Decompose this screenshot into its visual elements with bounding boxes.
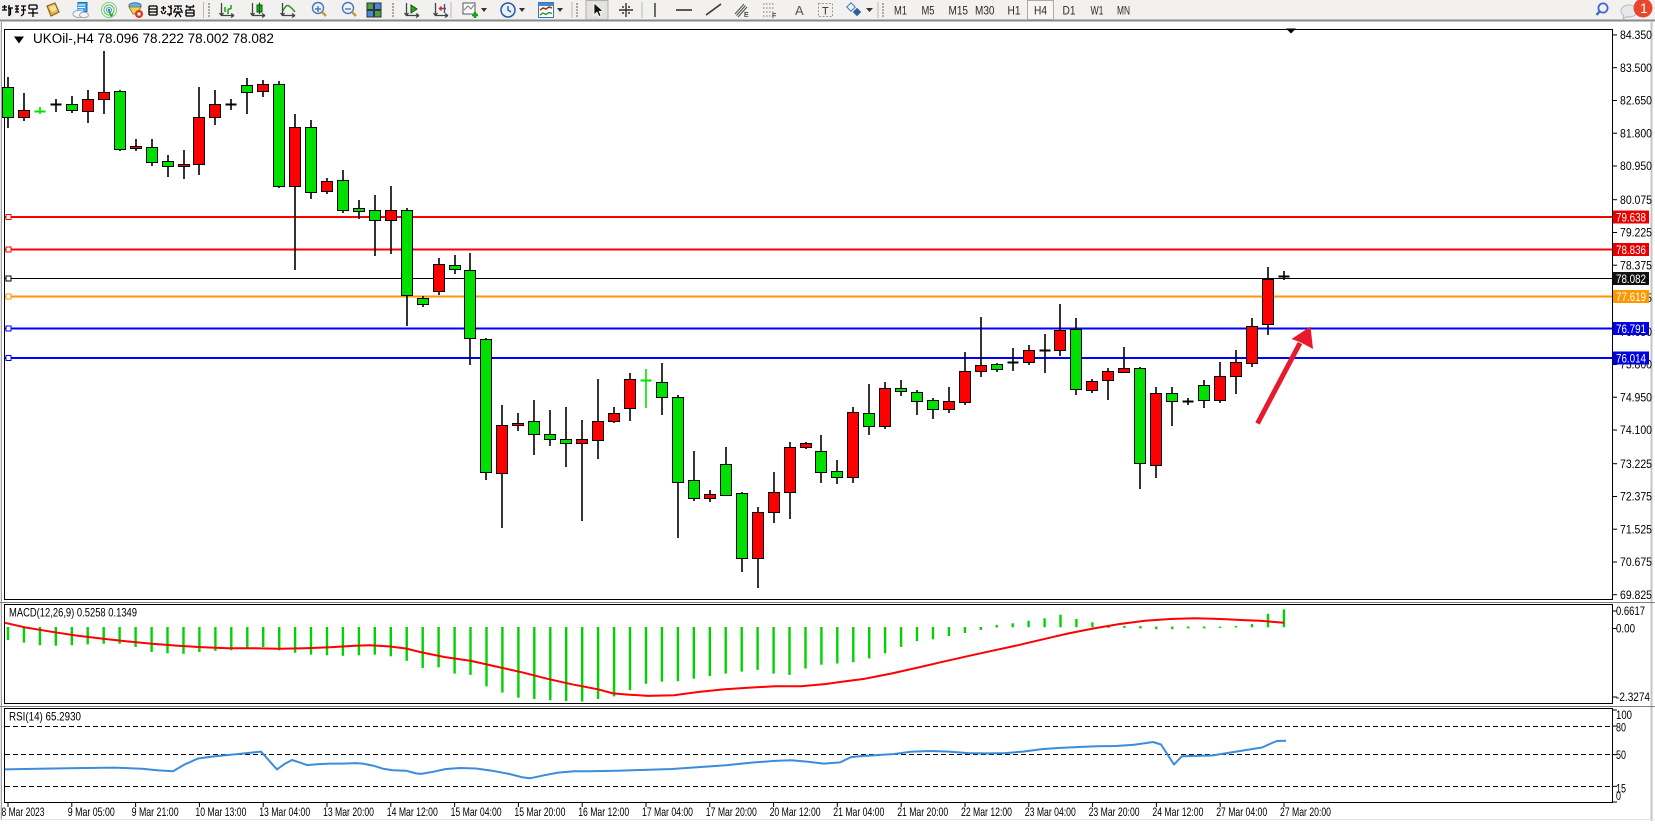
svg-text:70.675: 70.675 bbox=[1620, 555, 1652, 569]
svg-text:20 Mar 12:00: 20 Mar 12:00 bbox=[770, 805, 821, 819]
svg-text:76.791: 76.791 bbox=[1616, 322, 1646, 336]
svg-text:F: F bbox=[772, 13, 776, 20]
svg-text:78.082: 78.082 bbox=[1616, 272, 1646, 286]
svg-text:0: 0 bbox=[1616, 789, 1621, 803]
svg-text:80: 80 bbox=[1616, 721, 1626, 735]
svg-text:14 Mar 12:00: 14 Mar 12:00 bbox=[387, 805, 438, 819]
svg-text:M15: M15 bbox=[949, 4, 969, 18]
svg-text:15 Mar 20:00: 15 Mar 20:00 bbox=[514, 805, 565, 819]
svg-text:23 Mar 04:00: 23 Mar 04:00 bbox=[1025, 805, 1076, 819]
svg-text:83.500: 83.500 bbox=[1620, 61, 1652, 75]
svg-text:0.6617: 0.6617 bbox=[1616, 604, 1645, 618]
svg-text:RSI(14) 65.2930: RSI(14) 65.2930 bbox=[9, 710, 81, 724]
svg-text:0.00: 0.00 bbox=[1616, 622, 1635, 636]
svg-text:24 Mar 12:00: 24 Mar 12:00 bbox=[1152, 805, 1203, 819]
svg-text:81.800: 81.800 bbox=[1620, 126, 1652, 140]
svg-text:M30: M30 bbox=[975, 4, 995, 18]
svg-text:69.825: 69.825 bbox=[1620, 588, 1652, 602]
svg-text:80.950: 80.950 bbox=[1620, 159, 1652, 173]
svg-text:79.638: 79.638 bbox=[1616, 210, 1646, 224]
svg-text:17 Mar 20:00: 17 Mar 20:00 bbox=[706, 805, 757, 819]
svg-text:71.525: 71.525 bbox=[1620, 522, 1652, 536]
svg-text:84.350: 84.350 bbox=[1620, 28, 1652, 42]
svg-text:50: 50 bbox=[1616, 748, 1626, 762]
svg-text:27 Mar 04:00: 27 Mar 04:00 bbox=[1216, 805, 1267, 819]
svg-text:79.225: 79.225 bbox=[1620, 226, 1652, 240]
svg-text:-2.3274: -2.3274 bbox=[1616, 690, 1650, 704]
svg-text:27 Mar 20:00: 27 Mar 20:00 bbox=[1280, 805, 1331, 819]
svg-text:100: 100 bbox=[1616, 708, 1632, 722]
svg-text:8 Mar 2023: 8 Mar 2023 bbox=[2, 805, 45, 819]
svg-text:82.650: 82.650 bbox=[1620, 94, 1652, 108]
svg-text:15 Mar 04:00: 15 Mar 04:00 bbox=[451, 805, 502, 819]
svg-text:H4: H4 bbox=[1034, 4, 1047, 18]
svg-text:T: T bbox=[822, 6, 829, 18]
svg-text:17 Mar 04:00: 17 Mar 04:00 bbox=[642, 805, 693, 819]
svg-text:H1: H1 bbox=[1008, 4, 1021, 18]
svg-text:73.225: 73.225 bbox=[1620, 457, 1652, 471]
svg-text:23 Mar 20:00: 23 Mar 20:00 bbox=[1089, 805, 1140, 819]
svg-text:72.375: 72.375 bbox=[1620, 490, 1652, 504]
svg-text:22 Mar 12:00: 22 Mar 12:00 bbox=[961, 805, 1012, 819]
svg-text:10 Mar 13:00: 10 Mar 13:00 bbox=[195, 805, 246, 819]
svg-text:D1: D1 bbox=[1063, 4, 1076, 18]
svg-text:A: A bbox=[795, 3, 804, 18]
svg-text:E: E bbox=[744, 12, 749, 19]
svg-text:16 Mar 12:00: 16 Mar 12:00 bbox=[578, 805, 629, 819]
svg-text:15: 15 bbox=[1616, 782, 1626, 796]
svg-text:1: 1 bbox=[1640, 0, 1648, 16]
svg-text:W1: W1 bbox=[1091, 4, 1104, 18]
svg-text:78.836: 78.836 bbox=[1616, 243, 1646, 257]
svg-text:21 Mar 20:00: 21 Mar 20:00 bbox=[897, 805, 948, 819]
svg-text:MN: MN bbox=[1117, 4, 1130, 18]
svg-text:21 Mar 04:00: 21 Mar 04:00 bbox=[833, 805, 884, 819]
svg-text:80.075: 80.075 bbox=[1620, 193, 1652, 207]
svg-text:13 Mar 20:00: 13 Mar 20:00 bbox=[323, 805, 374, 819]
svg-text:9 Mar 21:00: 9 Mar 21:00 bbox=[132, 805, 179, 819]
svg-text:74.100: 74.100 bbox=[1620, 423, 1652, 437]
svg-text:13 Mar 04:00: 13 Mar 04:00 bbox=[259, 805, 310, 819]
svg-text:M5: M5 bbox=[922, 4, 935, 18]
svg-text:M1: M1 bbox=[894, 4, 907, 18]
svg-text:76.014: 76.014 bbox=[1616, 351, 1646, 365]
svg-text:MACD(12,26,9) 0.5258 0.1349: MACD(12,26,9) 0.5258 0.1349 bbox=[9, 606, 137, 620]
svg-text:UKOil-,H4 78.096 78.222 78.00: UKOil-,H4 78.096 78.222 78.002 78.082 bbox=[33, 31, 274, 46]
svg-text:77.619: 77.619 bbox=[1616, 290, 1646, 304]
svg-text:74.950: 74.950 bbox=[1620, 390, 1652, 404]
svg-text:9 Mar 05:00: 9 Mar 05:00 bbox=[68, 805, 115, 819]
svg-text:78.375: 78.375 bbox=[1620, 258, 1652, 272]
